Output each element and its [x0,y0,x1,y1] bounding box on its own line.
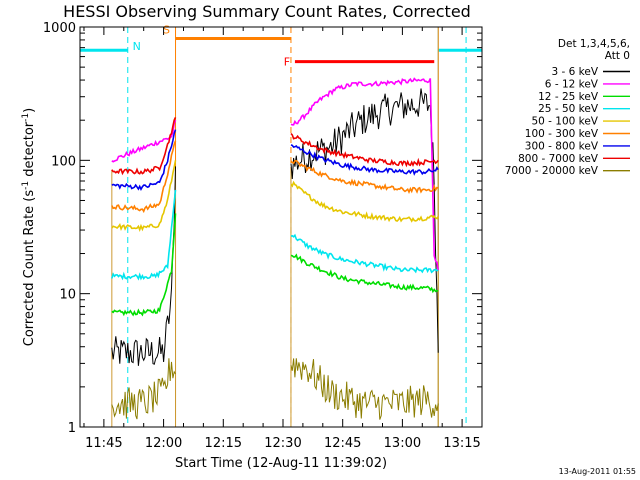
band-saa-label: S [163,23,170,36]
series-line [290,88,439,353]
y-tick-label: 1000 [43,21,76,36]
series-line [290,233,439,274]
x-tick-label: 12:15 [205,436,242,451]
legend-entry-label: 7000 - 20000 keV [505,165,599,177]
series-line [290,180,439,223]
axes: 11:45 12:00 12:15 12:30 12:45 13:00 13:15 1 10 10… [43,21,483,451]
legend-entry-label: 3 - 6 keV [551,66,598,78]
series-line [111,213,177,317]
plot-area: N S F [80,23,482,427]
plot-frame [79,26,483,428]
y-tick-label: 100 [51,154,76,169]
y-axis-label: Corrected Count Rate (s-1 detector-1) [21,108,37,346]
legend-entry-label: 50 - 100 keV [531,116,598,128]
x-tick-label: 13:00 [384,436,421,451]
legend-entry-label: 25 - 50 keV [538,103,599,115]
series-line [111,140,177,214]
series-line [290,358,439,420]
series-line [290,253,439,294]
legend-entry-label: 12 - 25 keV [538,91,599,103]
series-line [111,189,177,281]
x-axis-label: Start Time (12-Aug-11 11:39:02) [175,456,387,471]
band-flare-label: F [284,56,290,69]
x-tick-label: 12:45 [324,436,361,451]
series-line [111,160,177,233]
series-line [111,358,176,420]
series-line [290,144,439,176]
legend-entry-label: 300 - 800 keV [525,140,599,152]
generation-timestamp: 13-Aug-2011 01:55 [559,467,636,476]
x-tick-label: 11:45 [85,436,122,451]
series-line [111,119,177,163]
y-tick-label: 1 [68,421,76,436]
series-line [111,129,177,191]
series-line [290,77,439,271]
x-tick-label: 13:15 [443,436,480,451]
band-night-label: N [133,40,141,53]
legend-header-line2: Att 0 [605,50,630,62]
x-tick-label: 12:30 [264,436,301,451]
series-line [290,159,439,194]
legend-entry-label: 100 - 300 keV [525,128,599,140]
series-line [290,132,439,168]
legend-header-line1: Det 1,3,4,5,6, [558,38,630,50]
y-tick-label: 10 [59,288,76,303]
legend-entry-label: 6 - 12 keV [545,78,599,90]
legend-entry-label: 800 - 7000 keV [518,153,599,165]
chart-title: HESSI Observing Summary Count Rates, Cor… [63,2,471,21]
series-line [111,166,176,366]
series-line [111,117,177,176]
x-tick-label: 12:00 [145,436,182,451]
